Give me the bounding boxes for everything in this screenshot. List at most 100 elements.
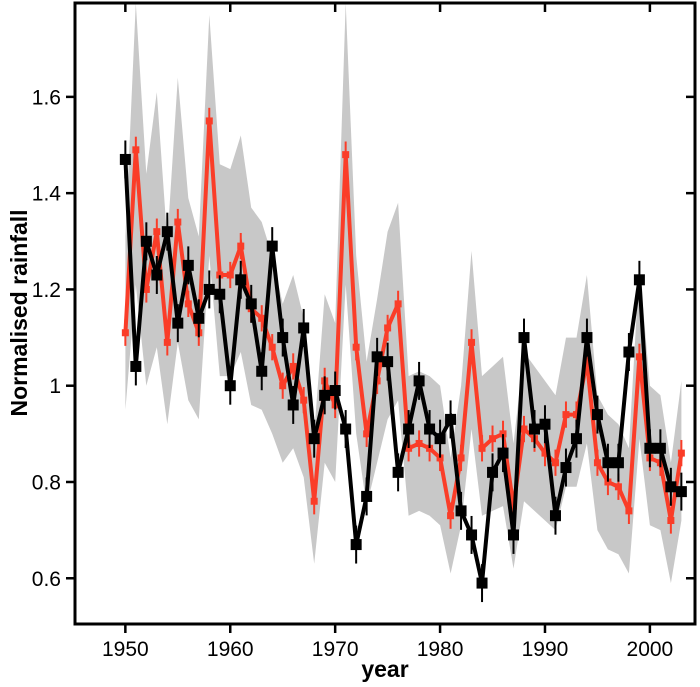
red-marker bbox=[541, 449, 549, 457]
red-marker bbox=[478, 444, 486, 452]
x-tick-label: 1980 bbox=[417, 638, 464, 661]
red-marker bbox=[447, 512, 455, 520]
black-marker bbox=[193, 312, 205, 324]
black-marker bbox=[549, 510, 561, 522]
red-marker bbox=[279, 382, 287, 390]
red-marker bbox=[468, 338, 476, 346]
black-marker bbox=[539, 418, 551, 430]
red-marker bbox=[174, 218, 182, 226]
black-marker bbox=[298, 322, 310, 334]
black-marker bbox=[277, 332, 289, 344]
black-marker bbox=[340, 423, 352, 435]
black-marker bbox=[161, 226, 173, 238]
red-marker bbox=[384, 324, 392, 332]
black-marker bbox=[445, 413, 457, 425]
black-marker bbox=[560, 462, 572, 474]
series-layer bbox=[119, 107, 687, 603]
red-marker bbox=[405, 444, 413, 452]
red-marker bbox=[415, 439, 423, 447]
y-tick-label: 0.8 bbox=[32, 471, 61, 494]
red-marker bbox=[352, 343, 360, 351]
red-marker bbox=[289, 362, 297, 370]
black-marker bbox=[591, 409, 603, 421]
red-marker bbox=[310, 497, 318, 505]
black-marker bbox=[245, 298, 257, 310]
plot-box bbox=[73, 1, 697, 626]
black-marker bbox=[675, 486, 687, 498]
black-marker bbox=[518, 332, 530, 344]
black-marker bbox=[497, 447, 509, 459]
y-tick-label: 1.4 bbox=[32, 183, 62, 206]
black-marker bbox=[466, 529, 478, 541]
red-marker bbox=[163, 338, 171, 346]
red-marker bbox=[593, 459, 601, 467]
red-marker bbox=[489, 435, 497, 443]
red-marker bbox=[604, 478, 612, 486]
black-marker bbox=[130, 360, 142, 372]
red-marker bbox=[457, 454, 465, 462]
black-marker bbox=[644, 442, 656, 454]
x-axis-ticks: 1950 1960 1970 1980 1990 2000 bbox=[102, 3, 673, 661]
red-marker bbox=[237, 242, 245, 250]
x-tick-label: 1950 bbox=[102, 638, 149, 661]
x-tick-label: 2000 bbox=[627, 638, 674, 661]
black-marker bbox=[654, 442, 666, 454]
red-marker bbox=[300, 396, 308, 404]
black-marker bbox=[371, 351, 383, 363]
red-marker bbox=[121, 329, 129, 337]
black-marker bbox=[256, 365, 268, 377]
y-tick-label: 1 bbox=[49, 375, 61, 398]
red-marker bbox=[342, 151, 350, 159]
red-marker bbox=[153, 228, 161, 236]
x-tick-label: 1960 bbox=[207, 638, 254, 661]
red-marker bbox=[551, 459, 559, 467]
black-marker bbox=[665, 481, 677, 493]
red-marker bbox=[572, 411, 580, 419]
black-marker bbox=[214, 288, 226, 300]
black-marker bbox=[382, 356, 394, 368]
black-marker bbox=[151, 269, 163, 281]
black-marker bbox=[633, 274, 645, 286]
x-axis-label: year bbox=[361, 656, 408, 682]
red-marker bbox=[583, 358, 591, 366]
uncertainty-band-area bbox=[125, 3, 682, 584]
black-marker bbox=[308, 433, 320, 445]
y-axis-label: Normalised rainfall bbox=[6, 209, 32, 416]
red-marker bbox=[394, 300, 402, 308]
red-marker bbox=[226, 271, 234, 279]
x-tick-label: 1990 bbox=[522, 638, 569, 661]
black-marker bbox=[172, 317, 184, 329]
red-marker bbox=[363, 430, 371, 438]
red-marker bbox=[216, 271, 224, 279]
black-marker bbox=[434, 433, 446, 445]
black-series bbox=[119, 140, 687, 603]
black-marker bbox=[528, 423, 540, 435]
black-marker bbox=[508, 529, 520, 541]
black-marker bbox=[476, 577, 488, 589]
axes bbox=[73, 1, 697, 626]
red-marker bbox=[499, 430, 507, 438]
black-marker bbox=[119, 153, 131, 165]
black-marker bbox=[203, 283, 215, 295]
y-tick-label: 1.6 bbox=[32, 86, 61, 109]
black-marker bbox=[403, 423, 415, 435]
black-marker bbox=[361, 490, 373, 502]
black-marker bbox=[329, 385, 341, 397]
black-marker bbox=[350, 539, 362, 551]
red-marker bbox=[184, 300, 192, 308]
black-marker bbox=[612, 457, 624, 469]
black-marker bbox=[319, 389, 331, 401]
red-marker bbox=[436, 454, 444, 462]
black-marker bbox=[287, 399, 299, 411]
y-tick-label: 0.6 bbox=[32, 568, 61, 591]
x-tick-label: 1970 bbox=[312, 638, 359, 661]
red-marker bbox=[426, 444, 434, 452]
red-marker bbox=[614, 483, 622, 491]
black-marker bbox=[235, 274, 247, 286]
red-marker bbox=[205, 117, 213, 125]
red-marker bbox=[677, 449, 685, 457]
red-marker bbox=[562, 411, 570, 419]
black-marker bbox=[623, 346, 635, 358]
